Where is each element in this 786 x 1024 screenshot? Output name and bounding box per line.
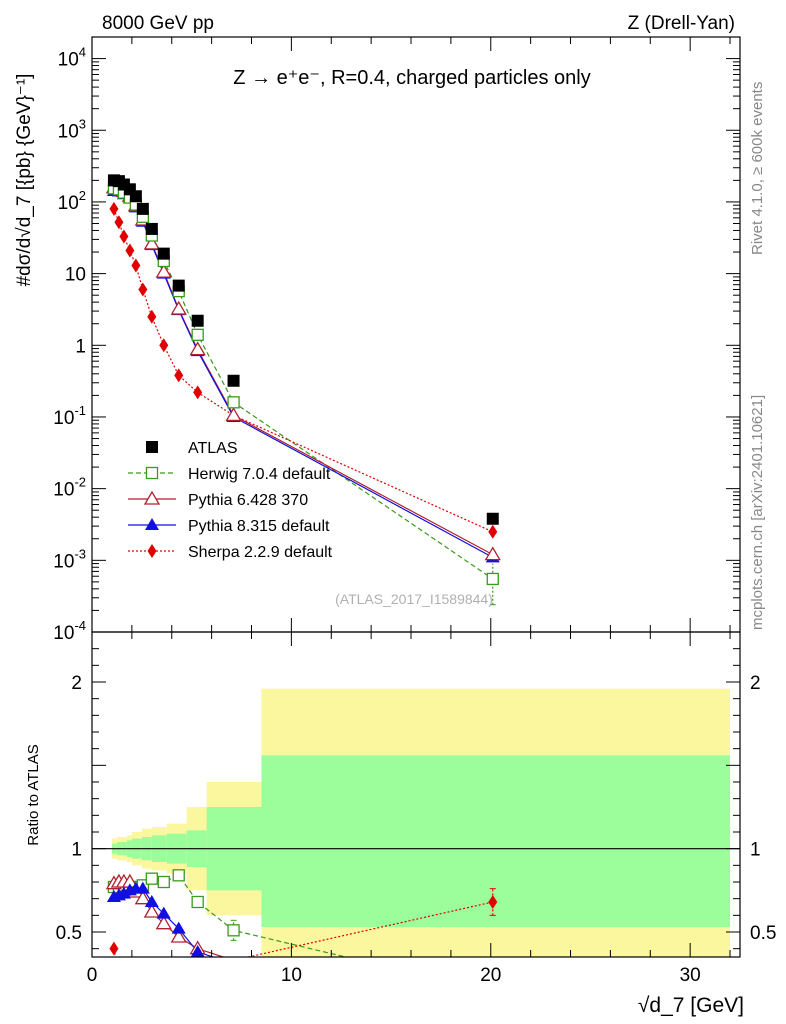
ratio-point	[227, 924, 240, 937]
ratio-point	[171, 921, 186, 934]
ratio-point	[191, 895, 204, 909]
data-point	[486, 512, 499, 525]
data-point	[136, 202, 149, 215]
y-tick-label: 1	[75, 336, 86, 357]
ratio-point	[134, 890, 151, 905]
plot-layer: 0 10 20 30 10-4 10-3 10-2 10-1 1 10 102 103 104 0.5 0.…	[53, 36, 776, 986]
data-point	[193, 385, 203, 400]
data-point	[191, 314, 204, 327]
ratio-y-tick-label-right: 0.5	[750, 923, 776, 944]
mcplots-label: mcplots.cern.ch [arXiv:2401.10621]	[749, 395, 766, 630]
legend-label: Herwig 7.0.4 default	[188, 466, 331, 483]
data-point	[174, 368, 184, 383]
y-tick-label: 10-2	[53, 475, 86, 501]
data-point	[147, 309, 157, 324]
ratio-y-tick-label: 0.5	[56, 923, 82, 944]
axis-ticks	[91, 36, 740, 957]
legend-marker	[145, 466, 159, 480]
legend-label: Sherpa 2.2.9 default	[188, 544, 333, 561]
x-axis-label: √d_7 [GeV]	[638, 994, 744, 1017]
ratio-y-tick-label-right: 2	[750, 673, 761, 694]
ratio-bands	[111, 688, 731, 957]
data-point	[131, 258, 141, 273]
ratio-point	[144, 895, 159, 907]
main-series	[105, 174, 501, 606]
data-point	[225, 407, 242, 422]
data-point	[484, 546, 501, 561]
ratio-series	[105, 869, 498, 957]
legend: ATLAS Herwig 7.0.4 default Pythia 6.428 37…	[128, 440, 333, 561]
rivet-label: Rivet 4.1.0, ≥ 600k events	[749, 82, 766, 255]
data-point	[119, 229, 129, 244]
ratio-point	[116, 886, 131, 899]
data-point	[125, 243, 135, 258]
ratio-y-tick-label-right: 1	[750, 840, 761, 861]
legend-marker	[145, 518, 159, 530]
ratio-y-tick-label: 1	[71, 840, 82, 861]
x-tick-label: 20	[480, 965, 501, 986]
data-point	[159, 338, 169, 353]
ratio-point	[170, 928, 187, 943]
y-tick-label: 10-4	[53, 618, 86, 644]
ratio-point	[143, 903, 160, 918]
y-tick-label: 10-1	[53, 403, 86, 429]
data-point	[170, 300, 187, 315]
y-tick-label: 102	[58, 188, 86, 214]
legend-label: Pythia 8.315 default	[188, 518, 330, 535]
ratio-point	[190, 945, 205, 957]
main-line-sherpa	[113, 208, 494, 533]
ratio-point	[157, 875, 170, 889]
data-point	[145, 222, 158, 235]
x-tick-label: 10	[281, 965, 302, 986]
y-tick-label: 103	[58, 116, 86, 142]
ratio-point	[135, 881, 150, 894]
data-point	[227, 396, 240, 409]
data-point	[109, 201, 119, 216]
watermark: (ATLAS_2017_I1589844)	[335, 591, 493, 607]
ratio-point	[155, 915, 172, 930]
ratio-frame	[91, 631, 741, 958]
legend-marker	[147, 544, 157, 558]
header-right: Z (Drell-Yan)	[628, 13, 735, 34]
x-tick-label: 0	[87, 965, 98, 986]
data-point	[191, 328, 204, 341]
data-point	[227, 374, 240, 387]
data-point	[189, 341, 206, 356]
ratio-y-axis-label: Ratio to ATLAS	[25, 744, 42, 845]
ratio-point	[488, 895, 498, 909]
main-frame	[91, 36, 741, 633]
y-tick-label: 10	[65, 265, 86, 286]
data-point	[114, 215, 124, 230]
ratio-point	[109, 941, 119, 956]
ratio-point	[172, 869, 185, 882]
chart-title: Z → e⁺e⁻, R=0.4, charged particles only	[233, 67, 590, 89]
y-tick-label: 10-3	[53, 546, 86, 572]
ratio-inner-band	[261, 755, 731, 927]
legend-label: Pythia 6.428 370	[188, 492, 308, 509]
legend-label: ATLAS	[188, 440, 238, 457]
data-point	[129, 190, 142, 203]
y-tick-label: 104	[58, 45, 86, 71]
data-point	[138, 282, 148, 297]
data-point	[143, 235, 160, 250]
ratio-point	[156, 906, 171, 919]
legend-marker	[146, 441, 158, 453]
header-left: 8000 GeV pp	[102, 13, 214, 34]
data-point	[157, 247, 170, 260]
ratio-y-tick-label: 2	[71, 673, 82, 694]
legend-marker	[143, 490, 161, 505]
main-y-axis-label: #dσ/d√d_7 [{pb} {GeV}⁻¹]	[14, 74, 35, 287]
data-point	[172, 279, 185, 292]
data-point	[486, 572, 499, 586]
data-point	[488, 524, 498, 539]
ratio-point	[145, 872, 158, 885]
data-point	[155, 263, 172, 278]
x-tick-label: 30	[680, 965, 701, 986]
